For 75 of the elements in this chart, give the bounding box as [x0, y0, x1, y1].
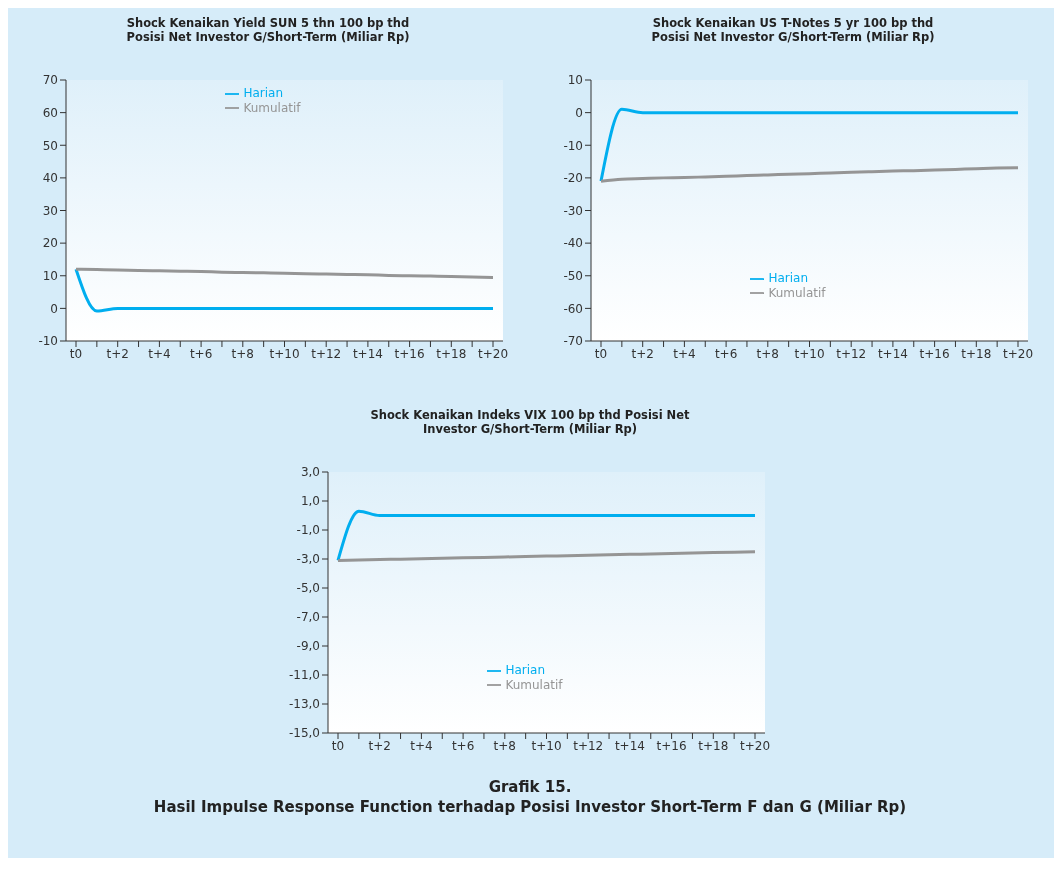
x-tick-label: t+8	[756, 346, 779, 361]
line-series	[336, 550, 757, 562]
x-tick-label: t+12	[573, 738, 604, 753]
x-tick-label: t+6	[189, 346, 213, 361]
y-tick-label: -20	[563, 171, 583, 186]
x-tick-label: t+4	[148, 346, 171, 361]
y-tick-label: -1,0	[296, 523, 320, 538]
x-tick-label: t0	[69, 346, 83, 361]
x-tick-label: t+16	[919, 346, 950, 361]
y-tick-label: 0	[50, 301, 58, 316]
y-tick-label: -15,0	[288, 726, 320, 741]
x-tick-label: t+12	[311, 346, 342, 361]
legend-label: Harian	[505, 663, 546, 677]
line-series	[599, 166, 1020, 183]
y-tick-label: 10	[42, 269, 58, 284]
x-tick-label: t+14	[877, 346, 908, 361]
y-tick-label: -60	[563, 301, 583, 316]
y-tick-label: -40	[563, 236, 583, 251]
y-tick-label: -5,0	[296, 581, 320, 596]
x-tick-label: t+6	[714, 346, 738, 361]
y-tick-label: -7,0	[296, 610, 320, 625]
chart-title: Shock Kenaikan Yield SUN 5 thn 100 bp thd Posisi Net Investor G/Short-Term (Miliar Rp)	[125, 16, 411, 46]
y-tick-label: 40	[42, 171, 58, 186]
y-tick-label: -70	[563, 334, 583, 349]
x-tick-label: t+6	[451, 738, 475, 753]
text: Hasil Impulse Response Function terhadap Posisi Investor Short-Term F dan G (Miliar Rp)	[152, 798, 908, 816]
x-tick-label: t+2	[631, 346, 654, 361]
line-series	[74, 267, 495, 279]
y-tick-label: 20	[42, 236, 58, 251]
x-tick-label: t+18	[698, 738, 729, 753]
y-tick-label: -10	[563, 138, 583, 153]
x-tick-label: t+2	[368, 738, 391, 753]
y-tick-label: -50	[563, 269, 583, 284]
x-tick-label: t+8	[493, 738, 516, 753]
x-tick-label: t0	[331, 738, 345, 753]
x-tick-label: t+18	[961, 346, 992, 361]
x-tick-label: t+12	[836, 346, 867, 361]
y-tick-label: 70	[42, 73, 58, 88]
y-tick-label: -13,0	[288, 697, 320, 712]
x-tick-label: t+18	[436, 346, 467, 361]
y-tick-label: -10	[38, 334, 58, 349]
x-tick-label: t+14	[614, 738, 645, 753]
chart-title: Shock Kenaikan US T-Notes 5 yr 100 bp thd Posisi Net Investor G/Short-Term (Miliar Rp)	[650, 16, 936, 46]
y-tick-label: 1,0	[300, 494, 320, 509]
y-tick-label: -11,0	[288, 668, 320, 683]
y-tick-label: 3,0	[300, 465, 320, 480]
x-tick-label: t+16	[656, 738, 687, 753]
y-tick-label: -30	[563, 203, 583, 218]
x-tick-label: t+4	[673, 346, 696, 361]
x-tick-label: t+10	[794, 346, 825, 361]
y-tick-label: -9,0	[296, 639, 320, 654]
legend-label: Kumulatif	[505, 677, 563, 692]
x-tick-label: t+20	[1002, 346, 1034, 361]
y-tick-label: 30	[42, 203, 58, 218]
y-tick-label: 0	[575, 105, 583, 120]
x-tick-label: t+4	[410, 738, 433, 753]
x-tick-label: t+16	[394, 346, 425, 361]
y-tick-label: 50	[42, 138, 58, 153]
x-tick-label: t+20	[477, 346, 509, 361]
x-tick-label: t+14	[352, 346, 383, 361]
y-tick-label: 60	[42, 105, 58, 120]
x-tick-label: t+10	[531, 738, 562, 753]
x-tick-label: t+10	[269, 346, 300, 361]
x-tick-label: t+20	[739, 738, 771, 753]
legend-label: Kumulatif	[243, 100, 301, 115]
y-tick-label: -3,0	[296, 552, 320, 567]
x-tick-label: t0	[594, 346, 608, 361]
legend-label: Harian	[768, 271, 809, 285]
y-tick-label: 10	[567, 73, 583, 88]
chart-title: Shock Kenaikan Indeks VIX 100 bp thd Posisi Net Investor G/Short-Term (Miliar Rp)	[369, 408, 691, 438]
legend-label: Kumulatif	[768, 285, 826, 300]
text: Grafik 15.	[487, 778, 573, 796]
x-tick-label: t+8	[231, 346, 254, 361]
x-tick-label: t+2	[106, 346, 129, 361]
legend-label: Harian	[243, 86, 284, 100]
